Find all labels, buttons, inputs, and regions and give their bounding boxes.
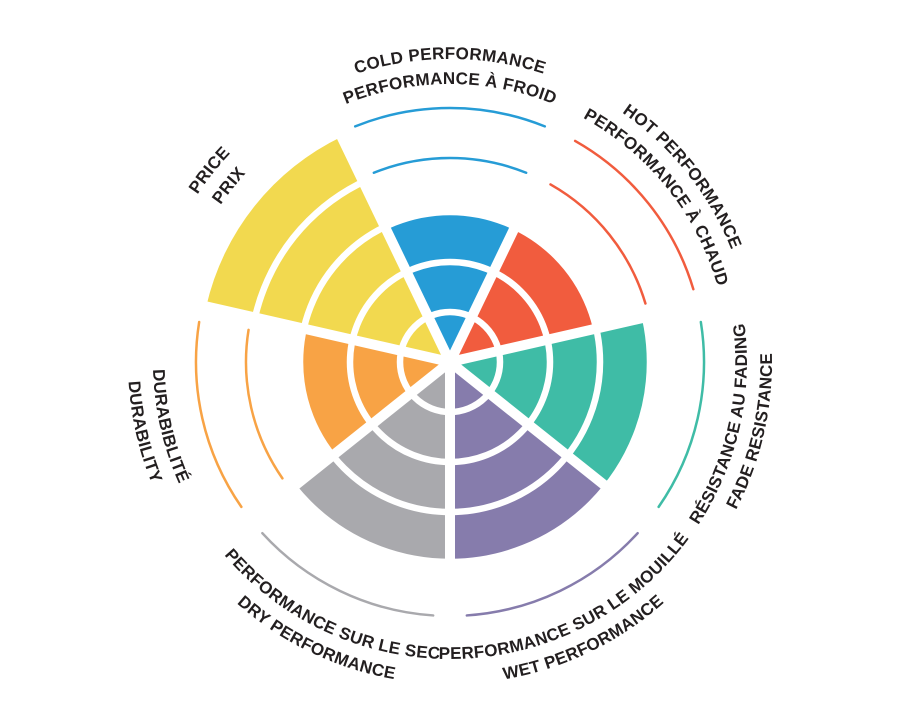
sector-price-wedge — [206, 136, 450, 362]
sector-gap-line-4 — [242, 358, 454, 530]
sector-durability-level-5-arc — [194, 320, 243, 509]
sector-hot-performance-level-5-arc — [573, 139, 695, 291]
sector-durability-level-4-arc — [244, 328, 284, 480]
sector-gap-line-6 — [331, 123, 455, 365]
sector-gap-line-5 — [193, 298, 452, 367]
sector-durability-wedge — [300, 328, 450, 456]
sector-dry-performance-wedge — [293, 362, 451, 562]
sector-gap-line-0 — [445, 123, 569, 365]
center-hub — [442, 354, 458, 370]
sector-cold-performance-level-4-arc — [372, 156, 528, 174]
sector-hot-performance-level-4-arc — [549, 183, 647, 305]
sector-gap-line-1 — [448, 298, 707, 367]
sector-fade-resistance-level-5-arc — [657, 320, 706, 509]
sector-cold-performance-wedge — [384, 211, 516, 362]
sector-cold-performance-level-5-arc — [353, 106, 547, 128]
sector-wet-performance-wedge — [449, 362, 607, 562]
sector-dry-performance-level-5-arc — [261, 531, 435, 617]
sector-gap-line-2 — [446, 358, 658, 530]
sector-wet-performance-level-5-arc — [465, 531, 639, 617]
